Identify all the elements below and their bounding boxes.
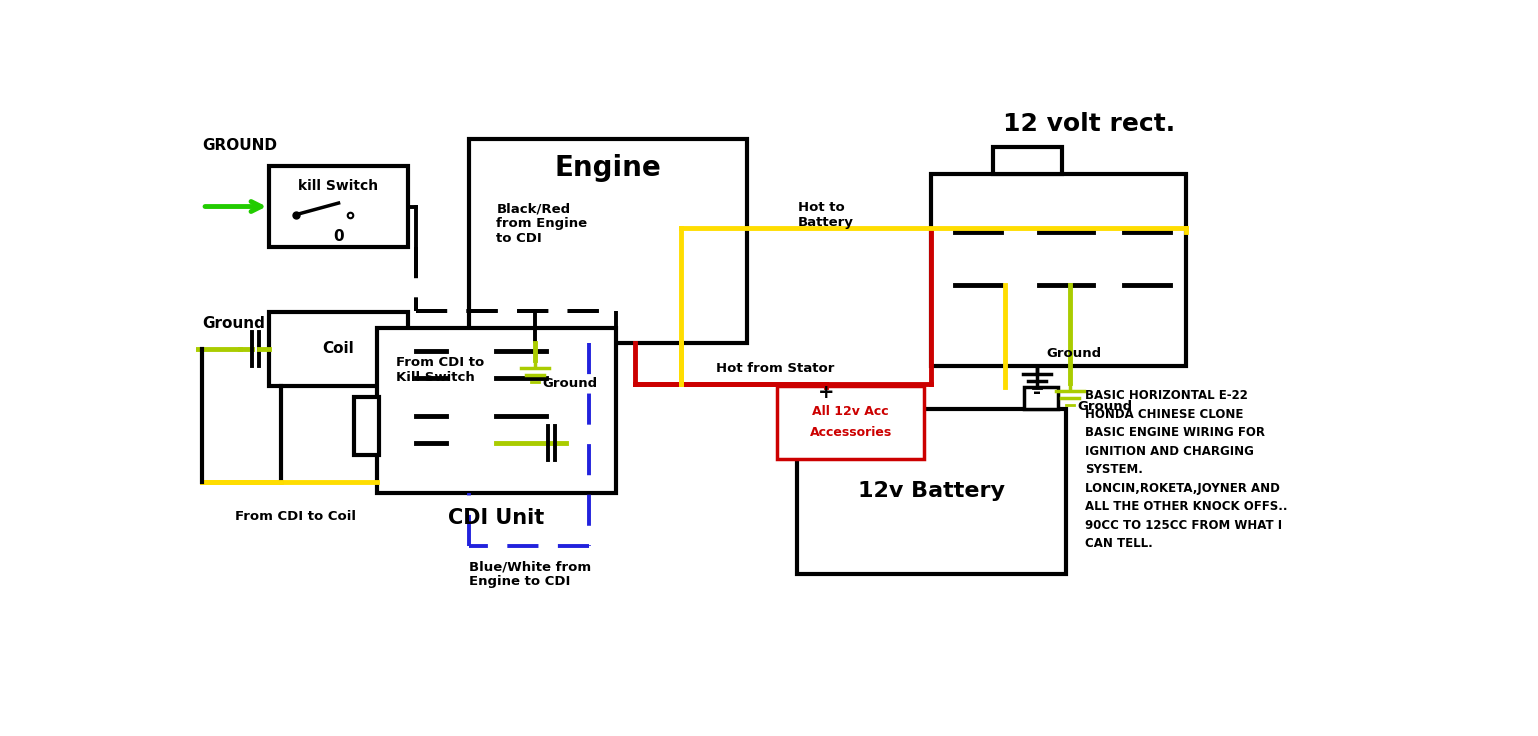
FancyBboxPatch shape bbox=[377, 328, 615, 493]
Text: Accessories: Accessories bbox=[809, 426, 892, 439]
FancyBboxPatch shape bbox=[932, 174, 1186, 367]
FancyBboxPatch shape bbox=[797, 408, 1066, 574]
Text: Coil: Coil bbox=[323, 342, 354, 356]
Text: GROUND: GROUND bbox=[203, 138, 277, 153]
FancyBboxPatch shape bbox=[777, 386, 924, 459]
Text: 12v Battery: 12v Battery bbox=[858, 481, 1004, 501]
Text: Ground: Ground bbox=[543, 377, 598, 390]
FancyBboxPatch shape bbox=[269, 166, 408, 247]
Text: Ground: Ground bbox=[203, 316, 265, 331]
FancyBboxPatch shape bbox=[269, 312, 408, 386]
Text: From CDI to Coil: From CDI to Coil bbox=[235, 510, 355, 523]
Text: 12 volt rect.: 12 volt rect. bbox=[1003, 112, 1175, 135]
Text: BASIC HORIZONTAL E-22
HONDA CHINESE CLONE
BASIC ENGINE WIRING FOR
IGNITION AND C: BASIC HORIZONTAL E-22 HONDA CHINESE CLON… bbox=[1086, 389, 1287, 551]
Text: CDI Unit: CDI Unit bbox=[448, 508, 544, 528]
FancyBboxPatch shape bbox=[809, 387, 843, 408]
Text: Engine: Engine bbox=[555, 155, 661, 183]
Text: Black/Red
from Engine
to CDI: Black/Red from Engine to CDI bbox=[497, 202, 588, 245]
FancyBboxPatch shape bbox=[354, 397, 378, 455]
Text: Blue/White from
Engine to CDI: Blue/White from Engine to CDI bbox=[469, 560, 592, 588]
FancyBboxPatch shape bbox=[994, 147, 1063, 174]
FancyBboxPatch shape bbox=[1024, 387, 1058, 408]
Text: Ground: Ground bbox=[1046, 347, 1101, 360]
Text: 0: 0 bbox=[334, 230, 345, 244]
Text: Hot to
Battery: Hot to Battery bbox=[798, 201, 854, 229]
Text: From CDI to
Kill Switch: From CDI to Kill Switch bbox=[397, 356, 484, 384]
Text: Hot from Stator: Hot from Stator bbox=[715, 362, 834, 375]
FancyBboxPatch shape bbox=[469, 139, 746, 343]
Text: Ground: Ground bbox=[1078, 400, 1134, 413]
Text: -: - bbox=[1034, 383, 1041, 403]
Text: +: + bbox=[818, 383, 834, 403]
Text: All 12v Acc: All 12v Acc bbox=[812, 405, 889, 418]
Text: kill Switch: kill Switch bbox=[298, 180, 378, 194]
